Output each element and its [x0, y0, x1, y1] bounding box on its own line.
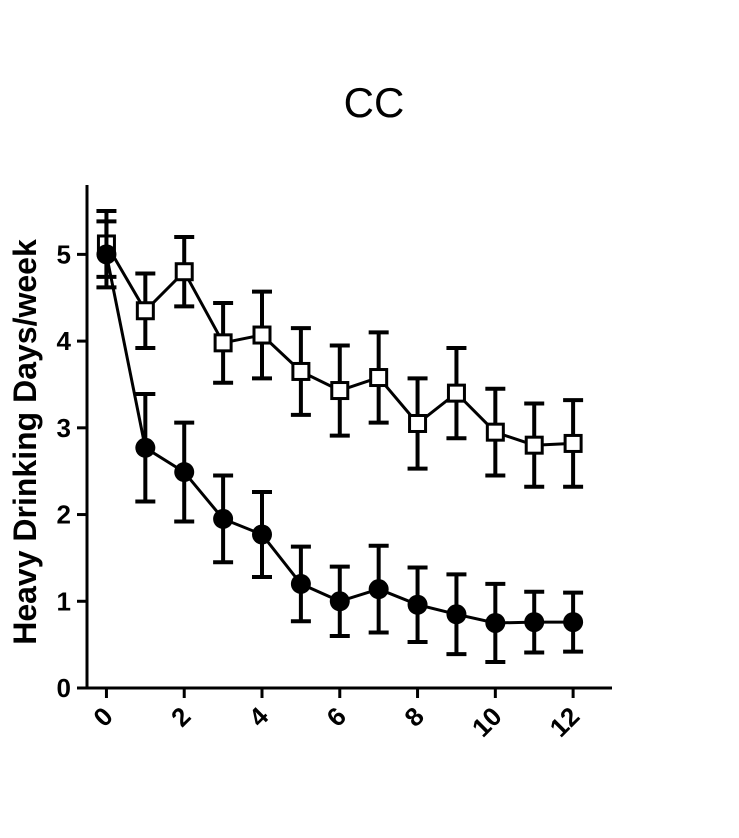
series-layer — [96, 209, 584, 664]
x-tick-label: 8 — [398, 701, 429, 732]
y-tick-label: 3 — [57, 413, 71, 443]
data-point-square — [485, 422, 505, 442]
data-point-square — [252, 325, 272, 345]
y-tick-label: 5 — [57, 239, 71, 269]
y-tick-label: 2 — [57, 500, 71, 530]
data-point-circle — [252, 524, 272, 545]
data-point-circle — [329, 591, 350, 612]
data-point-square — [408, 413, 428, 433]
data-point-square — [524, 435, 544, 455]
x-tick-label: 2 — [165, 701, 196, 732]
data-point-circle — [524, 612, 545, 633]
data-point-circle — [135, 437, 156, 458]
x-tick-label: 6 — [321, 701, 352, 732]
x-tick-label: 10 — [466, 701, 508, 743]
data-point-square — [174, 262, 194, 282]
data-point-circle — [407, 594, 428, 615]
data-point-square — [135, 301, 155, 321]
x-tick-label: 4 — [243, 701, 275, 733]
data-point-circle — [174, 462, 195, 483]
data-point-circle — [96, 244, 117, 265]
y-axis-label: Heavy Drinking Days/week — [7, 239, 43, 645]
y-tick-label: 4 — [57, 326, 72, 356]
data-point-circle — [563, 612, 584, 633]
y-tick-label: 0 — [57, 673, 71, 703]
data-point-circle — [446, 604, 467, 625]
data-point-square — [563, 433, 583, 453]
data-point-square — [213, 333, 233, 353]
data-point-circle — [485, 612, 506, 633]
data-point-square — [369, 368, 389, 388]
data-point-square — [330, 381, 350, 401]
chart-title: CC — [344, 79, 405, 126]
data-point-circle — [368, 579, 389, 600]
data-point-circle — [290, 573, 311, 594]
data-point-square — [446, 383, 466, 403]
y-tick-label: 1 — [57, 586, 71, 616]
x-tick-label: 12 — [544, 701, 586, 743]
series-filled-circle — [96, 219, 584, 664]
data-point-square — [291, 361, 311, 381]
series-open-square — [96, 209, 584, 489]
x-tick-label: 0 — [87, 701, 118, 732]
data-point-circle — [213, 508, 234, 529]
